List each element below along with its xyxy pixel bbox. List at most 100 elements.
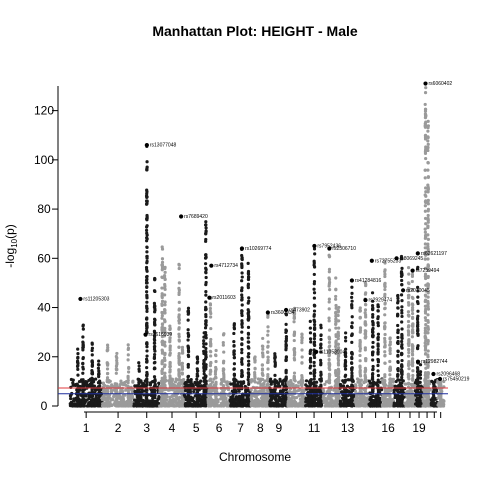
- chromosome-10-points: [286, 306, 307, 408]
- snp-point: [376, 347, 380, 352]
- snp-point: [195, 367, 199, 371]
- snp-point: [300, 373, 304, 378]
- snp-point: [327, 336, 331, 340]
- snp-point: [152, 367, 156, 371]
- snp-point: [81, 404, 85, 408]
- snp-point: [208, 306, 212, 311]
- snp-point: [232, 382, 236, 386]
- snp-point: [90, 346, 95, 350]
- snp-point: [300, 404, 304, 408]
- snp-point: [354, 385, 358, 390]
- snp-point: [177, 374, 182, 379]
- snp-point: [221, 398, 226, 403]
- snp-point: [400, 308, 404, 313]
- snp-point: [319, 337, 323, 342]
- snp-point: [94, 377, 98, 381]
- snp-point: [202, 339, 206, 343]
- snp-point: [145, 293, 149, 297]
- snp-point: [411, 322, 415, 326]
- snp-point: [198, 384, 202, 388]
- snp-point: [232, 362, 237, 366]
- snp-point: [300, 332, 304, 337]
- snp-point: [350, 304, 354, 308]
- snp-point: [358, 389, 362, 393]
- snp-point: [376, 360, 380, 364]
- snp-point: [261, 355, 265, 359]
- snp-point: [358, 379, 362, 383]
- snp-point: [145, 195, 149, 199]
- snp-point: [308, 371, 313, 375]
- snp-point: [246, 318, 250, 322]
- snp-point: [121, 397, 126, 401]
- snp-point: [153, 307, 157, 311]
- snp-point: [90, 341, 94, 345]
- snp-point: [411, 346, 415, 350]
- snp-point: [145, 254, 149, 259]
- snp-point: [376, 321, 380, 325]
- snp-point: [160, 286, 164, 290]
- snp-point: [81, 371, 85, 375]
- snp-point: [145, 377, 149, 381]
- snp-point: [364, 315, 368, 319]
- snp-point: [246, 277, 251, 282]
- snp-point: [312, 261, 316, 265]
- snp-point: [126, 378, 130, 383]
- snp-point: [312, 360, 316, 365]
- snp-point: [343, 374, 347, 378]
- snp-point: [240, 321, 244, 325]
- snp-point: [411, 369, 415, 373]
- snp-point: [71, 381, 75, 385]
- snp-point: [208, 396, 213, 400]
- snp-point: [209, 369, 213, 374]
- snp-point: [371, 315, 375, 319]
- snp-point: [281, 388, 285, 392]
- snp-point: [406, 266, 411, 270]
- snp-point: [253, 403, 257, 407]
- snp-point: [358, 316, 362, 320]
- snp-point: [180, 364, 184, 369]
- snp-point: [246, 261, 250, 265]
- snp-point: [186, 338, 190, 342]
- snp-point: [350, 404, 354, 408]
- snp-point: [350, 285, 354, 289]
- snp-point: [350, 325, 354, 329]
- snp-point: [163, 340, 167, 344]
- snp-point: [354, 401, 358, 405]
- snp-point: [209, 361, 213, 365]
- snp-point: [232, 367, 236, 371]
- snp-point: [236, 400, 240, 405]
- snp-point: [253, 373, 257, 377]
- snp-point: [358, 353, 362, 358]
- snp-point: [160, 310, 164, 315]
- snp-point: [204, 293, 208, 297]
- snp-point: [163, 328, 167, 332]
- snp-point: [208, 309, 212, 313]
- snp-point: [334, 294, 338, 299]
- snp-point: [383, 336, 387, 341]
- snp-point: [168, 401, 172, 405]
- snp-point: [300, 338, 304, 342]
- snp-point: [304, 400, 308, 404]
- snp-point: [204, 229, 208, 233]
- snp-point: [376, 394, 380, 398]
- snp-point: [406, 300, 411, 305]
- snp-point: [406, 342, 411, 346]
- snp-point: [92, 384, 97, 388]
- snp-point: [177, 266, 181, 271]
- snp-point: [81, 384, 85, 388]
- snp-point: [181, 351, 185, 355]
- snp-point: [204, 253, 208, 257]
- snp-point: [163, 277, 167, 281]
- snp-point: [177, 308, 181, 312]
- snp-point: [168, 368, 172, 372]
- snp-point: [371, 345, 375, 349]
- snp-point: [186, 328, 190, 332]
- snp-point: [309, 340, 313, 344]
- snp-point: [284, 312, 288, 316]
- snp-point: [160, 268, 164, 272]
- snp-point: [181, 382, 185, 386]
- snp-point: [90, 371, 94, 376]
- snp-point: [142, 401, 146, 405]
- snp-point: [106, 371, 110, 376]
- snp-point: [90, 360, 94, 364]
